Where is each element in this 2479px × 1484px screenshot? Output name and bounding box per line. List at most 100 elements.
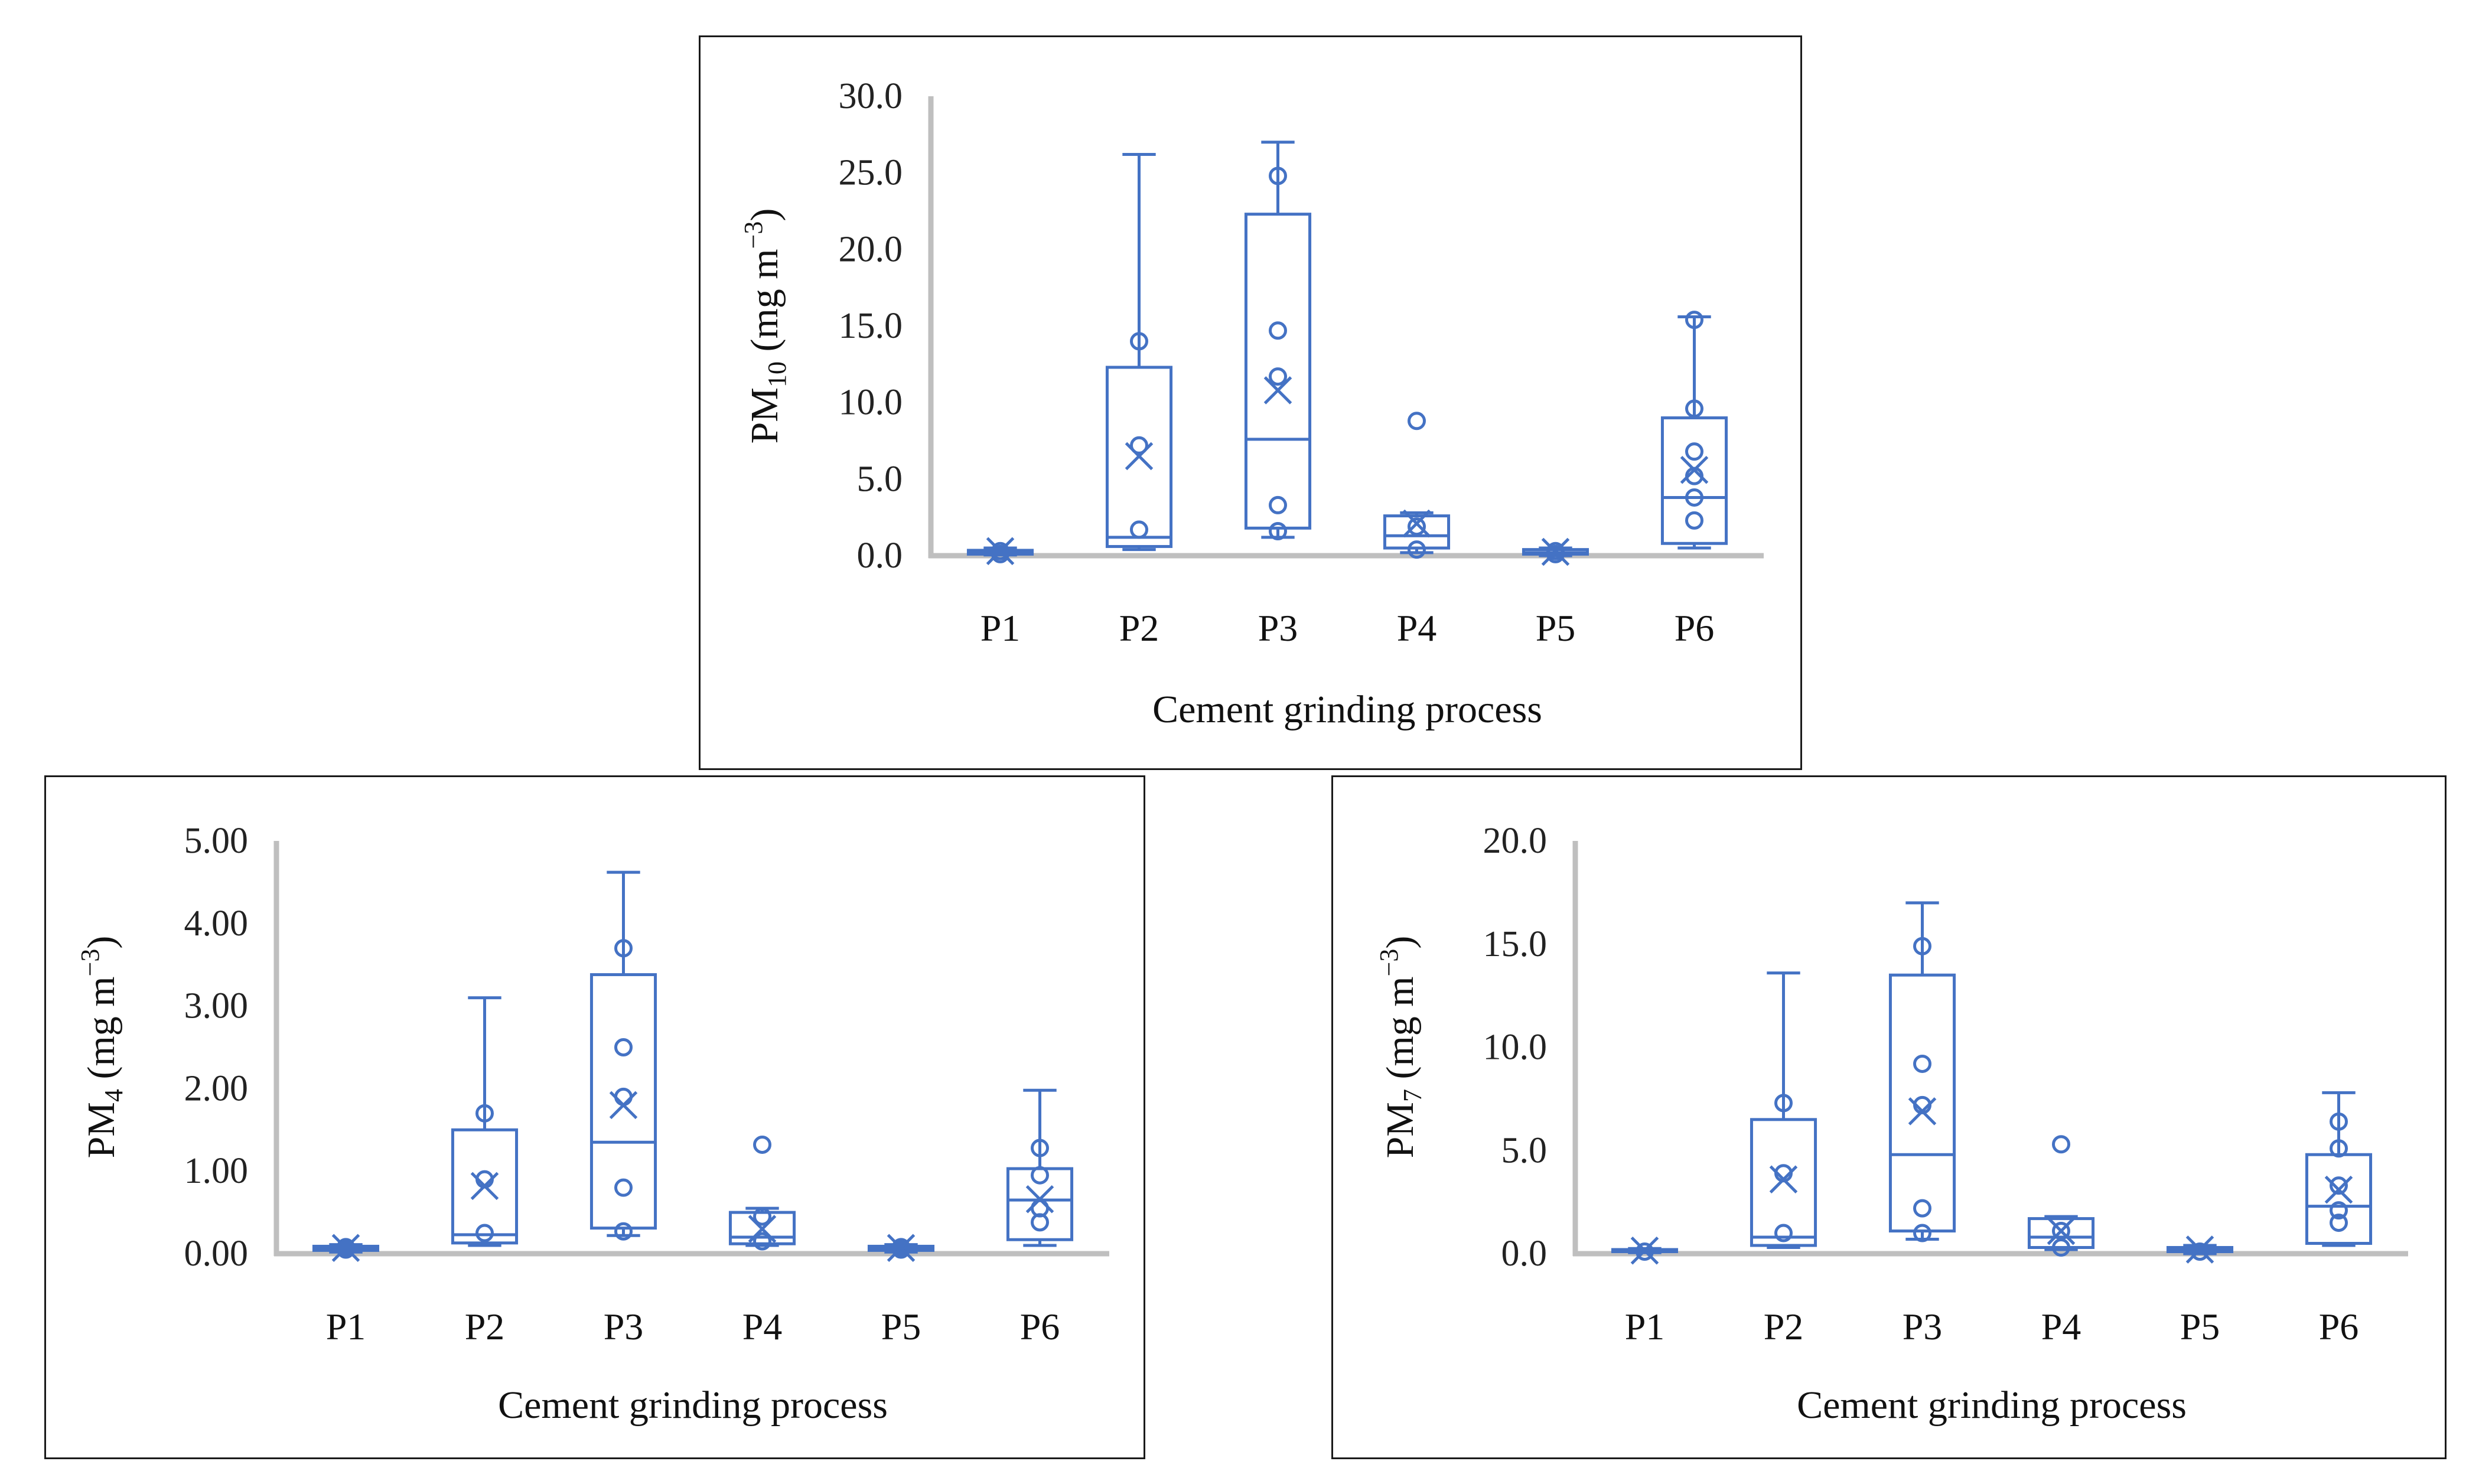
- data-point: [1130, 436, 1148, 455]
- data-point: [2330, 1201, 2348, 1220]
- box-iqr: [2305, 1153, 2373, 1245]
- y-tick-label: 5.00: [184, 821, 249, 861]
- box-P5: [2166, 1235, 2234, 1264]
- box-P3: [1244, 141, 1312, 541]
- y-tick-label: 5.0: [1501, 1130, 1548, 1170]
- data-point: [1408, 540, 1426, 559]
- y-tick-label: 2.00: [184, 1068, 249, 1108]
- chart-panel-pm10: 0.0 5.0 10.0 15.0 20.0 25.0 30.0 P1 P2 P3 P4 P5 P6 Ce…: [699, 35, 1802, 770]
- y-title-units-close: ): [80, 936, 123, 949]
- y-tick-label: 25.0: [839, 153, 903, 193]
- y-title-base: PM: [743, 387, 786, 443]
- y-tick-label: 5.0: [857, 459, 903, 499]
- data-point: [1685, 399, 1703, 418]
- data-point: [1685, 488, 1703, 507]
- y-title-units: (mg m: [743, 249, 786, 361]
- y-title-base: PM: [80, 1102, 123, 1158]
- data-point: [337, 1238, 355, 1257]
- x-axis-title: Cement grinding process: [1797, 1384, 2187, 1427]
- data-point: [475, 1224, 494, 1242]
- data-point: [1913, 1199, 1931, 1218]
- data-point: [991, 542, 1009, 560]
- data-point: [614, 1038, 633, 1056]
- mean-marker: [2324, 1175, 2353, 1204]
- data-point: [2052, 1135, 2070, 1154]
- mean-marker: [1630, 1236, 1659, 1265]
- box-P6: [1660, 311, 1728, 550]
- box-P2: [1105, 153, 1173, 552]
- data-point: [1913, 937, 1931, 955]
- y-axis-title: PM7 (mg m−3): [1374, 936, 1427, 1159]
- data-point: [2330, 1112, 2348, 1131]
- box-P1: [966, 537, 1034, 565]
- box-P3: [1888, 901, 1956, 1242]
- data-point: [1913, 1224, 1931, 1242]
- y-title-base: PM: [1379, 1102, 1422, 1158]
- box-P4: [1383, 412, 1451, 559]
- y-title-units-close: ): [743, 208, 786, 221]
- data-point: [1408, 412, 1426, 430]
- data-point: [1685, 311, 1703, 330]
- x-category-label: P2: [465, 1306, 505, 1348]
- mean-marker: [1125, 442, 1154, 471]
- data-point: [2330, 1176, 2348, 1195]
- data-point: [753, 1135, 771, 1154]
- x-category-label: P5: [1536, 607, 1576, 649]
- mean-marker: [1908, 1097, 1937, 1126]
- y-tick-label: 10.0: [839, 383, 903, 423]
- x-category-label: P5: [881, 1306, 921, 1348]
- data-point: [614, 1178, 633, 1197]
- chart-pm4: 0.00 1.00 2.00 3.00 4.00 5.00 P1 P2 P3 P4 P5 P6 Ceme…: [76, 821, 1109, 1427]
- box-P6: [2305, 1091, 2373, 1247]
- x-axis-title: Cement grinding process: [498, 1384, 888, 1427]
- y-tick-label: 4.00: [184, 904, 249, 944]
- data-point: [1269, 522, 1287, 541]
- data-point: [1269, 167, 1287, 185]
- y-axis-title: PM4 (mg m−3): [76, 936, 128, 1159]
- mean-marker: [748, 1215, 777, 1243]
- box-P4: [2027, 1135, 2095, 1257]
- mean-marker: [2047, 1216, 2076, 1245]
- data-point: [2330, 1139, 2348, 1158]
- data-point: [892, 1238, 910, 1257]
- x-category-label: P4: [1397, 607, 1437, 649]
- x-category-label: P1: [326, 1306, 366, 1348]
- x-category-label: P2: [1764, 1306, 1804, 1348]
- box-P2: [451, 996, 519, 1247]
- data-point: [1269, 367, 1287, 386]
- y-tick-label: 3.00: [184, 986, 249, 1026]
- y-title-units: (mg m: [80, 976, 123, 1089]
- mean-marker: [1263, 376, 1292, 405]
- mean-marker: [470, 1172, 499, 1201]
- box-P5: [867, 1234, 935, 1262]
- mean-marker: [1769, 1165, 1798, 1193]
- y-tick-label: 0.0: [857, 536, 903, 576]
- x-category-label: P4: [2041, 1306, 2081, 1348]
- y-tick-label: 15.0: [839, 306, 903, 346]
- mean-marker: [1541, 537, 1570, 566]
- x-category-label: P3: [1903, 1306, 1943, 1348]
- chart-pm7: 0.0 5.0 10.0 15.0 20.0 P1 P2 P3 P4 P5 P6 Cement gri…: [1374, 821, 2408, 1427]
- data-point: [1913, 1054, 1931, 1073]
- y-tick-label: 20.0: [839, 229, 903, 269]
- mean-marker: [1025, 1185, 1054, 1214]
- y-tick-label: 10.0: [1483, 1028, 1548, 1068]
- data-point: [753, 1207, 771, 1226]
- data-point: [1546, 542, 1565, 560]
- data-point: [1774, 1224, 1793, 1242]
- x-category-label: P2: [1119, 607, 1159, 649]
- x-category-label: P6: [1020, 1306, 1060, 1348]
- box-P3: [589, 870, 657, 1241]
- data-point: [1031, 1166, 1049, 1185]
- data-point: [1774, 1094, 1793, 1113]
- y-tick-label: 20.0: [1483, 821, 1548, 861]
- x-category-label: P4: [742, 1306, 783, 1348]
- box-P2: [1750, 971, 1817, 1250]
- box-P6: [1006, 1088, 1074, 1247]
- x-category-label: P6: [1675, 607, 1715, 649]
- chart-panel-pm4: 0.00 1.00 2.00 3.00 4.00 5.00 P1 P2 P3 P4 P5 P6 Ceme…: [44, 775, 1145, 1459]
- x-axis-title: Cement grinding process: [1152, 688, 1542, 731]
- y-tick-label: 15.0: [1483, 924, 1548, 964]
- data-point: [1031, 1139, 1049, 1157]
- data-point: [1685, 442, 1703, 461]
